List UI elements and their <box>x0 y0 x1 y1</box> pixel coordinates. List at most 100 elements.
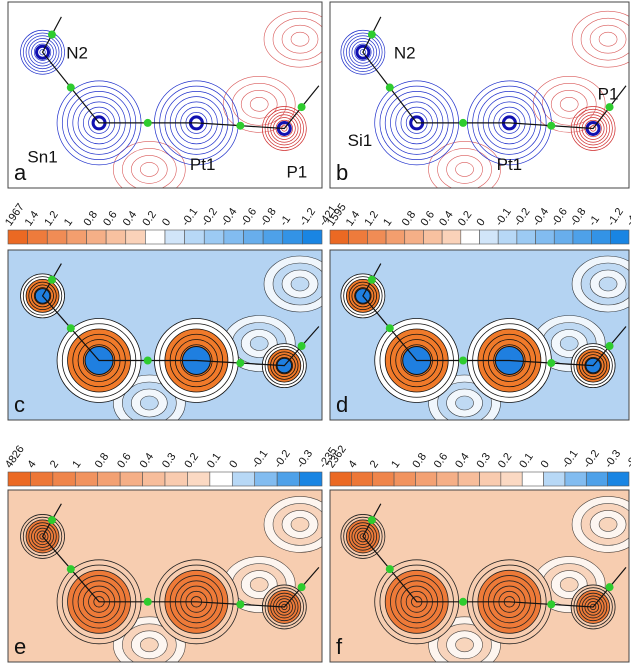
colorbar-cell <box>351 472 372 486</box>
colorbar-cell <box>498 230 517 244</box>
bond-critical-point <box>459 119 467 127</box>
contour <box>560 337 578 351</box>
colorbar-label: 0.6 <box>101 209 120 228</box>
colorbar-label: -0.6 <box>549 206 570 228</box>
colorbar-cell <box>522 472 543 486</box>
contour <box>456 638 474 652</box>
bond-critical-point <box>298 583 306 591</box>
colorbar-cell <box>437 472 458 486</box>
colorbar-label: 1 <box>381 216 394 228</box>
colorbar-cell <box>126 230 146 244</box>
colorbar-label: 0.4 <box>453 451 472 470</box>
atom-label: P1 <box>598 84 619 103</box>
colorbar-cell <box>8 472 30 486</box>
panel: d <box>330 250 631 431</box>
colorbar-label: 1.2 <box>42 209 61 228</box>
atom-label: N2 <box>66 44 88 63</box>
colorbar-cell <box>98 472 120 486</box>
colorbar-cell <box>442 230 461 244</box>
colorbar-cell <box>210 472 232 486</box>
colorbar-label: -1 <box>587 213 602 228</box>
colorbar-label: 1 <box>389 458 402 470</box>
colorbar-label: 0.1 <box>517 451 536 470</box>
colorbar-label: 0.8 <box>82 209 101 228</box>
colorbar-cell <box>8 230 28 244</box>
colorbar-label: 0 <box>227 458 240 470</box>
colorbar-label: -0.8 <box>568 206 589 228</box>
contour <box>291 277 309 291</box>
panel-content <box>330 250 631 431</box>
bond-critical-point <box>298 342 306 350</box>
colorbar-label: -0.4 <box>219 206 240 228</box>
colorbar-label: 0 <box>160 216 173 228</box>
colorbar-cell <box>405 230 424 244</box>
bond-critical-point <box>236 600 244 608</box>
colorbar-label: -0.2 <box>199 206 220 228</box>
colorbar-cell <box>165 472 187 486</box>
colorbar-cell <box>373 472 394 486</box>
colorbar-label: -0.3 <box>295 448 316 470</box>
colorbar-label: 0.2 <box>140 209 159 228</box>
colorbar-label: 0.4 <box>138 451 157 470</box>
contour <box>291 517 309 531</box>
colorbar-cell <box>573 230 592 244</box>
colorbar-cell <box>224 230 244 244</box>
colorbar-label: 0.3 <box>160 451 179 470</box>
contour <box>560 578 578 592</box>
panel-letter: a <box>14 160 27 185</box>
bond-critical-point <box>547 359 555 367</box>
atom-label: Sn1 <box>27 148 57 167</box>
colorbar-cell <box>120 472 142 486</box>
colorbar-cell <box>330 472 351 486</box>
bond-critical-point <box>67 565 75 573</box>
colorbar-label: -0.6 <box>239 206 260 228</box>
colorbar-label: 4826 <box>3 443 27 470</box>
colorbar-cell <box>185 230 205 244</box>
colorbar-label: 0.3 <box>475 451 494 470</box>
colorbar-label: 0.6 <box>418 209 437 228</box>
colorbar-label: -0.1 <box>180 206 201 228</box>
colorbar-cell <box>592 230 611 244</box>
colorbar-label: 0.2 <box>456 209 475 228</box>
colorbar-label: 1.2 <box>362 209 381 228</box>
colorbar-label: 2 <box>48 458 61 470</box>
atom-label: N2 <box>394 44 416 63</box>
bond-critical-point <box>144 119 152 127</box>
bond-critical-point <box>459 357 467 365</box>
bond-critical-point <box>386 324 394 332</box>
colorbar-label: -0.1 <box>560 448 581 470</box>
contour <box>456 396 474 410</box>
bond-critical-point <box>48 31 56 39</box>
colorbar-cell <box>394 472 415 486</box>
panel-letter: e <box>14 634 26 659</box>
colorbar-cell <box>610 230 629 244</box>
colorbar-label: 2 <box>368 458 381 470</box>
bond-critical-point <box>67 84 75 92</box>
colorbar-label: 0.8 <box>400 209 419 228</box>
bond-critical-point <box>48 516 56 524</box>
colorbar-label: 0.2 <box>496 451 515 470</box>
colorbar-cell <box>87 230 107 244</box>
contour <box>599 517 617 531</box>
colorbar-cell <box>143 472 165 486</box>
bond-critical-point <box>459 598 467 606</box>
colorbar-cell <box>165 230 185 244</box>
colorbar-cell <box>255 472 277 486</box>
figure: aN2Sn1Pt1P1bN2Si1Pt1P1cdef19671.41.210.8… <box>0 0 631 664</box>
colorbar-cell <box>302 230 322 244</box>
colorbar-label: 0.2 <box>182 451 201 470</box>
colorbar-cell <box>517 230 536 244</box>
bond-critical-point <box>144 357 152 365</box>
panel-content <box>330 490 631 664</box>
contour <box>250 337 268 351</box>
panel-letter: f <box>336 634 343 659</box>
panel: e <box>8 490 336 664</box>
colorbar-cell <box>187 472 209 486</box>
colorbar-label: 1 <box>70 458 83 470</box>
panel-content <box>330 2 631 197</box>
colorbar-cell <box>244 230 264 244</box>
colorbar-cell <box>554 230 573 244</box>
colorbar-cell <box>536 230 555 244</box>
colorbar-label: -0.4 <box>531 206 552 228</box>
